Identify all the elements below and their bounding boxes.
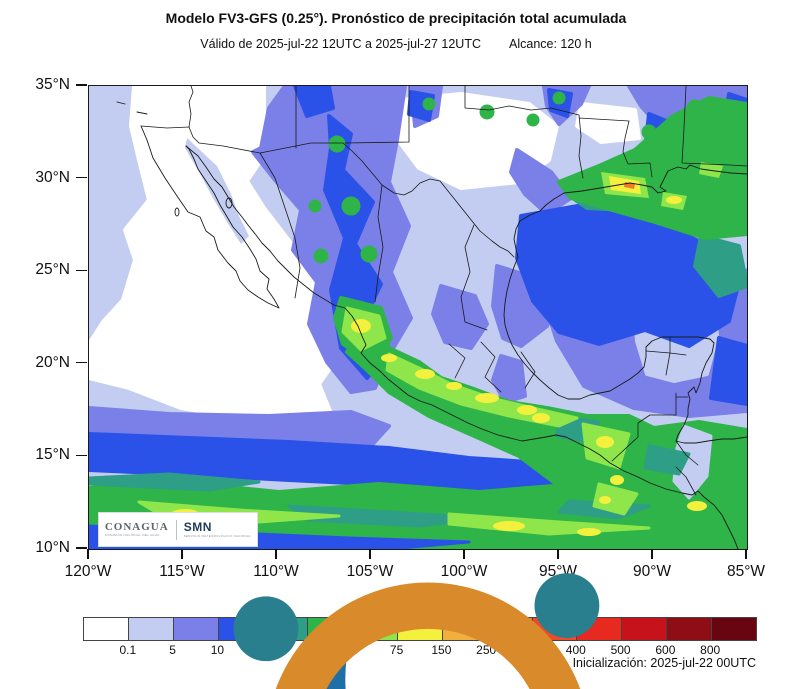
- colorbar-tick-label: 150: [431, 643, 452, 657]
- logo-divider: [175, 519, 177, 540]
- lat-label: 25°N: [35, 261, 70, 279]
- lat-tick: [76, 269, 87, 271]
- political-borders: [140, 86, 747, 496]
- lat-tick: [76, 362, 87, 364]
- reach-text: Alcance: 120 h: [509, 37, 592, 51]
- lon-tick: [181, 549, 183, 559]
- colorbar-segment: [667, 618, 713, 640]
- lat-tick: [76, 177, 87, 179]
- lat-tick: [76, 84, 87, 86]
- colorbar-tick-label: 500: [610, 643, 631, 657]
- lon-label: 115°W: [159, 563, 205, 580]
- lon-tick: [369, 549, 371, 559]
- lon-tick: [463, 549, 465, 559]
- colorbar-segment: [622, 618, 668, 640]
- colorbar-segment: [84, 618, 129, 640]
- page-title: Modelo FV3-GFS (0.25°). Pronóstico de pr…: [165, 10, 627, 26]
- precipitation-map-svg: [89, 86, 747, 549]
- lon-label: 120°W: [64, 563, 112, 580]
- smn-tagline: SERVICIO METEOROLÓGICO NACIONAL: [183, 533, 252, 538]
- lat-label: 35°N: [35, 76, 70, 93]
- lon-tick: [745, 549, 747, 559]
- lon-label: 90°W: [632, 563, 672, 580]
- initialization-text: Inicialización: 2025-jul-22 00UTC: [572, 656, 756, 670]
- colorbar-tick-label: 10: [210, 643, 225, 657]
- valid-range-text: Válido de 2025-jul-22 12UTC a 2025-jul-2…: [200, 37, 481, 51]
- colorbar-segment: [173, 618, 219, 640]
- lat-label: 15°N: [35, 446, 70, 464]
- coastlines: [116, 101, 747, 549]
- lon-label: 100°W: [440, 563, 488, 580]
- lon-tick: [87, 549, 89, 559]
- page-subtitle: Válido de 2025-jul-22 12UTC a 2025-jul-2…: [0, 37, 792, 51]
- lon-tick: [557, 549, 559, 559]
- lon-tick: [651, 549, 653, 559]
- conagua-logo-text: CONAGUA: [104, 520, 169, 533]
- colorbar-segment: [128, 618, 174, 640]
- lat-tick: [76, 454, 87, 456]
- map-frame: CONAGUA COMISIÓN NACIONAL DEL AGUA SMN S…: [88, 85, 748, 689]
- colorbar-tick-label: 5: [169, 643, 176, 657]
- agency-logo-box: CONAGUA COMISIÓN NACIONAL DEL AGUA SMN S…: [98, 512, 600, 689]
- smn-logo-text: SMN: [183, 520, 212, 535]
- colorbar-tick-label: 600: [655, 643, 676, 657]
- lat-tick: [76, 547, 87, 549]
- colorbar-tick-label: 400: [565, 643, 586, 657]
- lon-label: 105°W: [346, 563, 394, 580]
- colorbar-tick-label: 0.1: [119, 643, 137, 657]
- lat-label: 30°N: [35, 168, 70, 186]
- lon-label: 85°W: [726, 563, 766, 580]
- conagua-tagline: COMISIÓN NACIONAL DEL AGUA: [104, 533, 160, 538]
- colorbar-tick-label: 800: [700, 643, 721, 657]
- colorbar-segment: [712, 618, 756, 640]
- lat-label: 10°N: [35, 539, 70, 556]
- lon-tick: [275, 549, 277, 559]
- colorbar-tick-label: 75: [389, 643, 404, 657]
- lat-label: 20°N: [35, 353, 70, 371]
- precip-field: [89, 86, 747, 549]
- smn-logo-icon: [233, 573, 600, 689]
- lon-label: 110°W: [253, 563, 299, 580]
